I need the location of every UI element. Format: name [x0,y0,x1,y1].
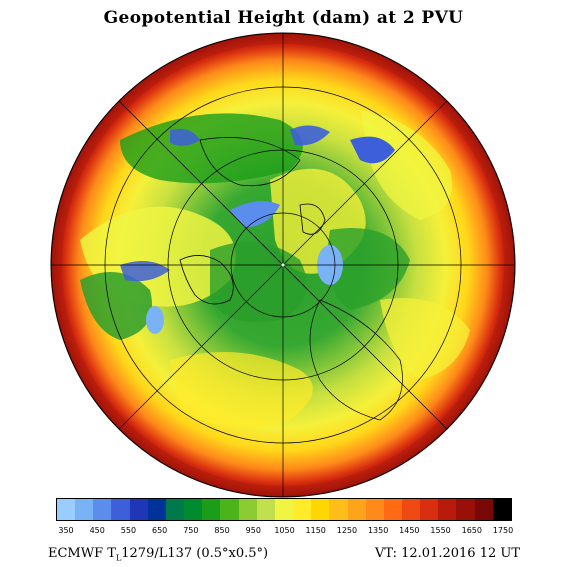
colorbar-tick-label: 1450 [399,526,420,535]
colorbar-tick-label: 650 [152,526,168,535]
colorbar-tick-label: 1250 [336,526,358,535]
colorbar-swatch [75,499,94,520]
colorbar-swatch [474,499,493,520]
colorbar [56,498,512,521]
yellow-ridge-5 [380,298,470,380]
colorbar-swatch [220,499,239,520]
colorbar-tick-label: 1750 [492,526,514,535]
colorbar-swatch [311,499,330,520]
colorbar-swatch [111,499,130,520]
colorbar-tick-label: 350 [58,526,74,535]
coastline-europe [179,255,234,305]
colorbar-tick-label: 550 [120,526,137,535]
colorbar-swatch [401,499,421,520]
colorbar-swatch [274,499,294,520]
colorbar-swatch [492,499,511,520]
blue-core-3 [146,306,164,334]
model-info: ECMWF TL1279/L137 (0.5°x0.5°) [48,546,268,563]
colorbar-swatch [165,499,185,520]
coastline-northamerica [309,299,403,421]
colorbar-tick-label: 1550 [430,526,451,535]
colorbar-swatch [184,499,203,520]
colorbar-swatch [256,499,275,520]
colorbar-swatch [329,499,348,520]
model-subscript: L [115,553,122,563]
colorbar-tick-label: 1150 [305,526,326,535]
colorbar-swatch [365,499,384,520]
yellow-ridge-3 [170,352,313,428]
coastline-greenland [299,203,326,235]
colorbar-swatch [57,499,76,520]
colorbar-swatch [438,499,457,520]
blue-core-7 [170,128,200,146]
colorbar-tick-label: 950 [245,526,261,535]
valid-time: VT: 12.01.2016 12 UT [375,546,520,561]
blue-core-6 [120,261,170,282]
colorbar-swatch [202,499,221,520]
colorbar-swatch [129,499,148,520]
colorbar-swatch [347,499,366,520]
colorbar-tick-label: 1350 [367,526,389,535]
map-title: Geopotential Height (dam) at 2 PVU [103,8,464,28]
colorbar-swatch [293,499,312,520]
yellow-ridge-4 [360,110,452,220]
green-trough-3 [327,228,410,310]
colorbar-tick-label: 750 [183,526,199,535]
model-suffix: 1279/L137 (0.5°x0.5°) [121,546,269,561]
blue-core-5 [290,125,330,146]
colorbar-tick-label: 850 [214,526,230,535]
colorbar-swatch [420,499,439,520]
colorbar-tick-label: 1650 [461,526,482,535]
blue-core-1 [230,201,280,228]
coastline-asia [199,137,301,187]
green-trough-2 [210,242,307,323]
colorbar-tick-label: 450 [89,526,105,535]
colorbar-swatch [238,499,257,520]
colorbar-swatch [383,499,402,520]
colorbar-swatch [456,499,475,520]
colorbar-swatch [93,499,112,520]
green-trough-4 [80,272,152,340]
model-prefix: ECMWF T [48,546,116,561]
colorbar-tick-labels: 350 450 550 650 750 850 950 1050 1150 1250 1350 145… [0,526,567,538]
colorbar-swatch [147,499,166,520]
colorbar-tick-label: 1050 [274,526,295,535]
north-pole-marker [281,263,285,267]
blue-core-4 [350,136,395,164]
